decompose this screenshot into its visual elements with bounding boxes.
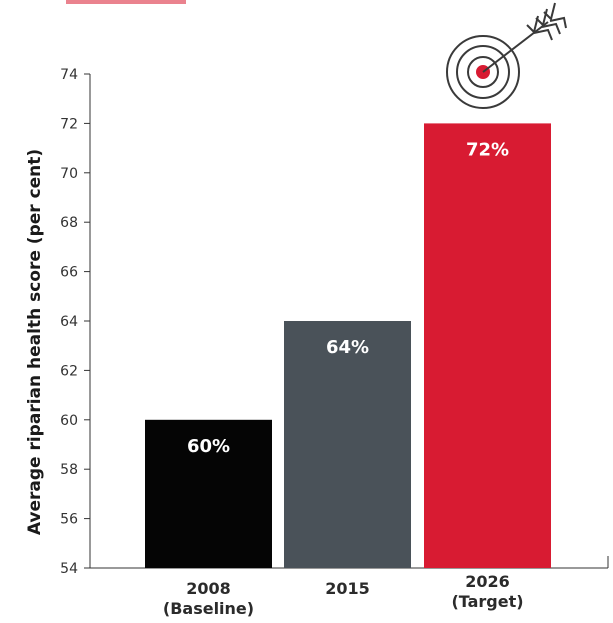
- bar-2008: [145, 419, 272, 568]
- data-label-2015: 64%: [326, 337, 369, 358]
- y-tick-label: 68: [60, 215, 78, 231]
- bars: [145, 123, 551, 569]
- y-axis-label: Average riparian health score (per cent): [25, 149, 45, 535]
- y-ticks: 54 56 58 60 62 64 66 68 70 72 74: [60, 67, 90, 577]
- dartboard-target-icon: [446, 2, 567, 109]
- x-tick-label-2026: 2026: [465, 572, 510, 591]
- data-label-2008: 60%: [187, 436, 230, 457]
- x-tick-label-2015: 2015: [325, 579, 370, 598]
- y-tick-label: 58: [60, 462, 78, 478]
- header-remnant-mark: [66, 0, 186, 4]
- x-tick-note-2026: (Target): [451, 592, 523, 611]
- y-tick-label: 72: [60, 116, 78, 132]
- header-remnant: [66, 0, 186, 4]
- bar-2026: [424, 123, 551, 569]
- y-tick-label: 54: [60, 561, 78, 577]
- x-tick-label-2008: 2008: [186, 579, 231, 598]
- data-labels: 60% 64% 72%: [187, 139, 509, 456]
- x-category-labels: 2008(Baseline) 2015 2026(Target): [163, 572, 524, 618]
- y-tick-label: 70: [60, 166, 78, 182]
- y-tick-label: 62: [60, 363, 78, 379]
- y-tick-label: 64: [60, 314, 78, 330]
- data-label-2026: 72%: [466, 139, 509, 160]
- y-tick-label: 56: [60, 512, 78, 528]
- y-tick-label: 60: [60, 413, 78, 429]
- y-tick-label: 66: [60, 265, 78, 281]
- bar-2015: [284, 321, 411, 568]
- x-tick-note-2008: (Baseline): [163, 599, 254, 618]
- y-tick-label: 74: [60, 67, 78, 83]
